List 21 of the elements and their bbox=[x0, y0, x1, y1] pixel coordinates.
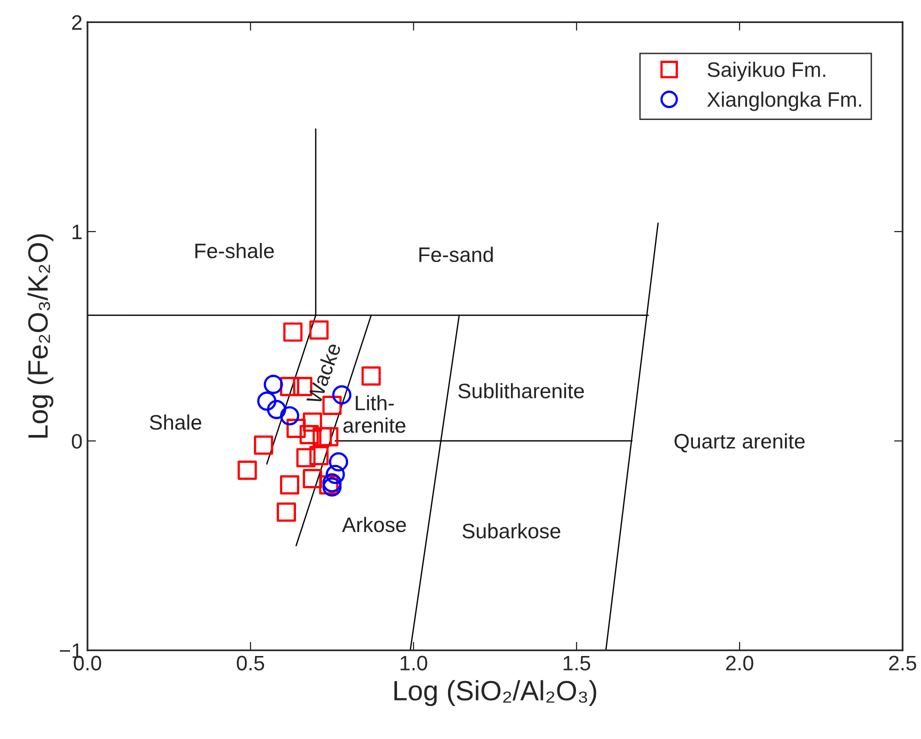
x-tick-label: 1.5 bbox=[564, 656, 590, 670]
x-axis-title: Log (SiO₂/Al₂O₃) bbox=[394, 680, 596, 706]
legend-label: Saiyikuo Fm. bbox=[708, 62, 826, 82]
annotation: Quartz arenite bbox=[674, 433, 805, 452]
x-tick-label: 0.5 bbox=[236, 656, 264, 670]
y-axis-title: Log (Fe₂O₃/K₂O) bbox=[27, 234, 54, 438]
annotation: Sublitharenite bbox=[458, 383, 584, 398]
annotation: Fe-shale bbox=[195, 242, 274, 258]
annotation: Arkose bbox=[342, 516, 406, 532]
x-tick-label: 2.0 bbox=[726, 656, 754, 670]
annotation: Shale bbox=[150, 414, 202, 430]
y-tick-label: 1 bbox=[72, 224, 82, 240]
x-tick-label: 2.5 bbox=[889, 656, 916, 670]
annotation: Fe-sand bbox=[419, 246, 493, 262]
x-tick-label: 1.0 bbox=[400, 656, 428, 670]
annotation: Subarkose bbox=[462, 523, 560, 538]
annotation: Lith- arenite bbox=[343, 395, 406, 433]
legend-label: Xianglongka Fm. bbox=[707, 92, 862, 112]
annotation: Wacke bbox=[306, 342, 342, 406]
y-tick-label: 0 bbox=[72, 434, 82, 449]
y-tick-label: 2 bbox=[72, 15, 82, 30]
